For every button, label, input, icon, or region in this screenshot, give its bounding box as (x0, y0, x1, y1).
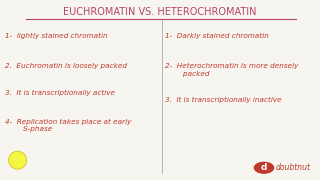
Text: EUCHROMATIN VS. HETEROCHROMATIN: EUCHROMATIN VS. HETEROCHROMATIN (63, 7, 257, 17)
Ellipse shape (9, 151, 27, 169)
Text: doubtnut: doubtnut (275, 163, 310, 172)
Text: 3.  It is transcriptionally inactive: 3. It is transcriptionally inactive (165, 97, 281, 103)
Text: 3.  It is transcriptionally active: 3. It is transcriptionally active (5, 90, 115, 96)
Circle shape (254, 162, 274, 173)
Text: 1-  lightly stained chromatin: 1- lightly stained chromatin (5, 32, 108, 39)
Text: 1-  Darkly stained chromatin: 1- Darkly stained chromatin (165, 32, 269, 39)
Text: 2-  Heterochromatin is more densely
        packed: 2- Heterochromatin is more densely packe… (165, 63, 298, 77)
Text: d: d (261, 163, 267, 172)
Text: 2.  Euchromatin is loosely packed: 2. Euchromatin is loosely packed (5, 63, 127, 69)
Text: 4-  Replication takes place at early
        S-phase: 4- Replication takes place at early S-ph… (5, 119, 131, 132)
